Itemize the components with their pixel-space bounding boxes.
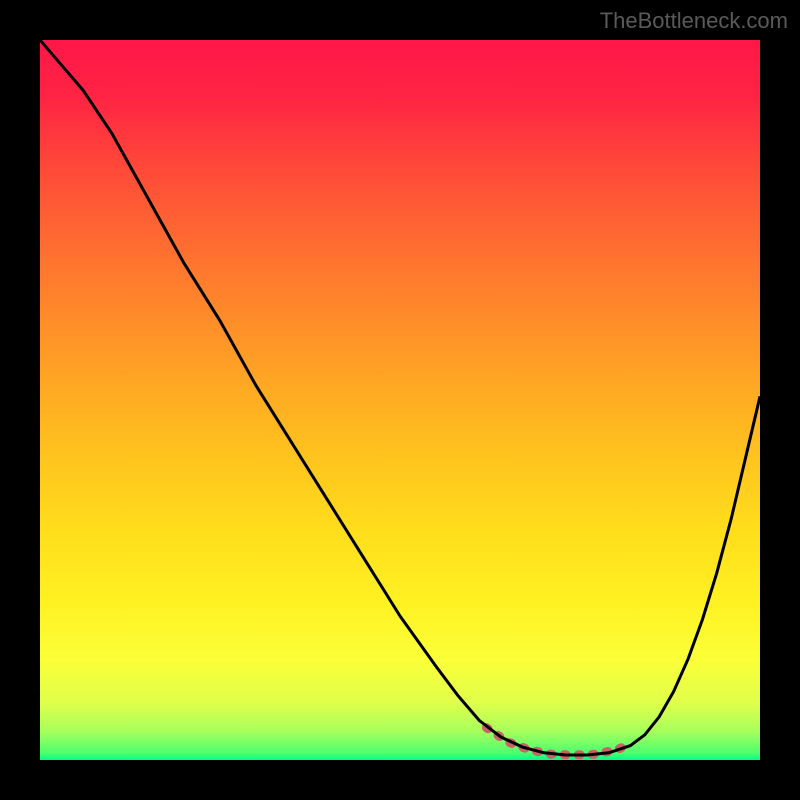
chart-plot-area (40, 40, 760, 760)
curve-layer (40, 40, 760, 760)
bottleneck-curve (40, 40, 760, 755)
watermark-text: TheBottleneck.com (600, 8, 788, 34)
